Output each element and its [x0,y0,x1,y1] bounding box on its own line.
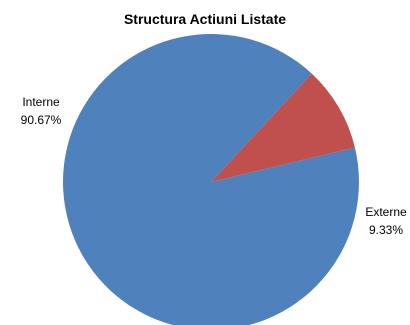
pie-slices [63,33,359,325]
slice-label-interne: Interne [22,95,60,109]
pie-slice-externe [211,73,355,182]
slice-value-externe: 9.33% [369,223,403,237]
pie-slice-interne [63,33,359,325]
pie-labels: Interne 90.67% Externe 9.33% [21,95,407,237]
slice-value-interne: 90.67% [21,113,62,127]
chart-title: Structura Actiuni Listate [124,11,286,27]
slice-label-externe: Externe [365,205,407,219]
